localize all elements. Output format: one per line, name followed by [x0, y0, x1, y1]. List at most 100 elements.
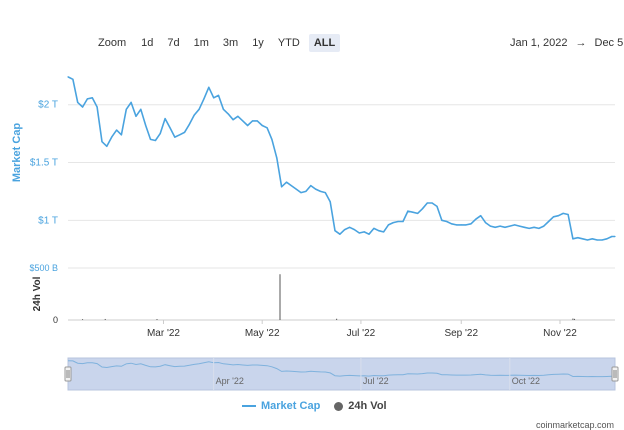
market-cap-point	[504, 227, 505, 228]
legend: Market Cap 24h Vol	[242, 400, 387, 412]
market-cap-point	[451, 223, 452, 224]
market-cap-point	[87, 98, 88, 99]
market-cap-point	[339, 234, 340, 235]
market-cap-point	[194, 115, 195, 116]
volume-axis-label: 24h Vol	[32, 276, 43, 311]
market-cap-point	[135, 116, 136, 117]
market-cap-point	[315, 189, 316, 190]
market-cap-point	[582, 238, 583, 239]
market-cap-point	[325, 192, 326, 193]
market-cap-point	[160, 133, 161, 134]
navigator-tick-label: Apr '22	[216, 376, 244, 386]
market-cap-point	[77, 102, 78, 103]
legend-item-market-cap[interactable]: Market Cap	[242, 400, 320, 412]
market-cap-point	[514, 224, 515, 225]
market-cap-point	[242, 120, 243, 121]
market-cap-point	[543, 226, 544, 227]
x-tick-label: May '22	[245, 328, 280, 339]
market-cap-point	[602, 239, 603, 240]
market-cap-point	[611, 236, 612, 237]
line-marker-icon	[242, 405, 256, 407]
market-cap-point	[291, 185, 292, 186]
market-cap-point	[495, 227, 496, 228]
market-cap-point	[354, 229, 355, 230]
market-cap-point	[577, 237, 578, 238]
market-cap-point	[262, 125, 263, 126]
market-cap-point	[199, 109, 200, 110]
y-tick-label: $2 T	[38, 100, 58, 111]
market-cap-point	[247, 125, 248, 126]
market-cap-point	[368, 234, 369, 235]
market-cap-point	[597, 239, 598, 240]
market-cap-point	[228, 113, 229, 114]
x-tick-label: Jul '22	[347, 328, 376, 339]
market-cap-point	[388, 224, 389, 225]
market-cap-point	[121, 134, 122, 135]
navigator-tick-label: Oct '22	[512, 376, 540, 386]
market-cap-point	[572, 238, 573, 239]
market-cap-point	[169, 127, 170, 128]
market-cap-point	[237, 116, 238, 117]
market-cap-point	[218, 95, 219, 96]
market-cap-point	[189, 124, 190, 125]
market-cap-point	[548, 221, 549, 222]
market-cap-point	[72, 79, 73, 80]
navigator-left-handle[interactable]	[65, 367, 71, 381]
market-cap-point	[97, 106, 98, 107]
market-cap-point	[553, 216, 554, 217]
market-cap-point	[398, 221, 399, 222]
market-cap-point	[558, 215, 559, 216]
y-tick-label: $1.5 T	[30, 158, 58, 169]
market-cap-point	[509, 226, 510, 227]
market-cap-point	[432, 202, 433, 203]
x-tick-label: Nov '22	[543, 328, 577, 339]
market-cap-point	[111, 137, 112, 138]
market-cap-point	[320, 191, 321, 192]
market-cap-point	[524, 227, 525, 228]
market-cap-point	[412, 212, 413, 213]
market-cap-point	[519, 226, 520, 227]
market-cap-point	[165, 118, 166, 119]
market-cap-point	[131, 102, 132, 103]
market-cap-point	[490, 226, 491, 227]
market-cap-line	[68, 77, 615, 240]
market-cap-point	[466, 224, 467, 225]
legend-item-24h-vol[interactable]: 24h Vol	[334, 400, 386, 412]
market-cap-point	[155, 140, 156, 141]
market-cap-point	[305, 191, 306, 192]
navigator-right-handle[interactable]	[612, 367, 618, 381]
market-cap-point	[529, 228, 530, 229]
navigator-tick-label: Jul '22	[363, 376, 389, 386]
market-cap-point	[592, 238, 593, 239]
market-cap-point	[252, 120, 253, 121]
volume-tick-label: $500 B	[29, 263, 58, 273]
market-cap-point	[383, 231, 384, 232]
market-cap-point	[614, 236, 615, 237]
market-cap-point	[344, 229, 345, 230]
market-cap-point	[310, 185, 311, 186]
market-cap-point	[359, 232, 360, 233]
market-cap-point	[534, 227, 535, 228]
volume-tick-label: 0	[53, 315, 58, 325]
market-cap-point	[67, 76, 68, 77]
market-cap-point	[606, 238, 607, 239]
market-cap-point	[203, 98, 204, 99]
market-cap-point	[296, 189, 297, 190]
market-cap-point	[436, 206, 437, 207]
market-cap-point	[330, 201, 331, 202]
market-cap-point	[470, 223, 471, 224]
market-cap-point	[257, 120, 258, 121]
y-tick-label: $1 T	[38, 215, 58, 226]
market-cap-point	[393, 222, 394, 223]
market-cap-point	[208, 87, 209, 88]
market-cap-point	[179, 134, 180, 135]
market-cap-point	[82, 106, 83, 107]
market-cap-point	[300, 192, 301, 193]
market-cap-point	[140, 109, 141, 110]
y-axis-label: Market Cap	[11, 123, 23, 183]
market-cap-point	[456, 224, 457, 225]
dot-marker-icon	[334, 402, 343, 411]
market-cap-point	[378, 230, 379, 231]
market-cap-point	[480, 215, 481, 216]
market-cap-point	[271, 139, 272, 140]
